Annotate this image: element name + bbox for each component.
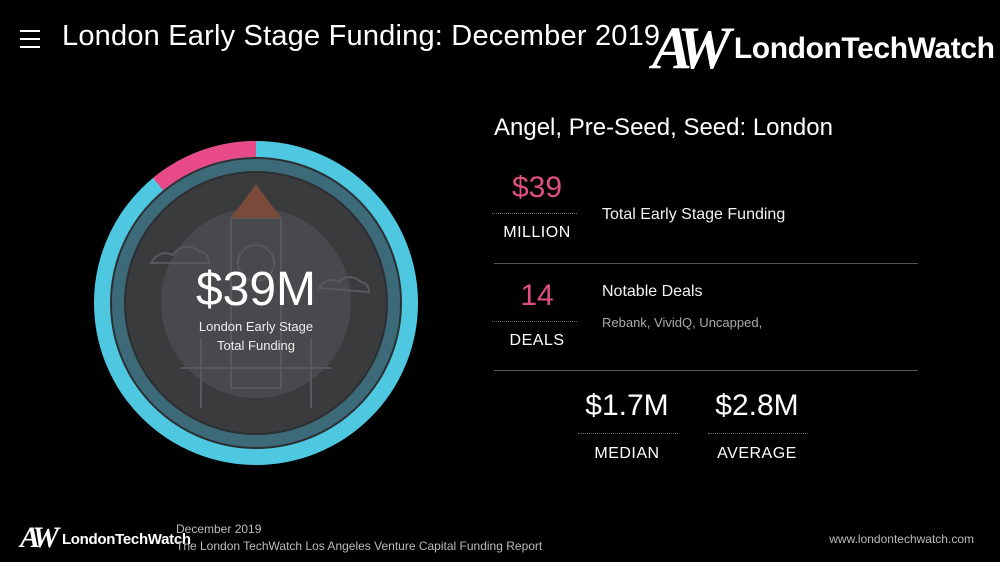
total-funding-value: $39: [511, 171, 563, 204]
donut-label-line2: Total Funding: [216, 338, 296, 353]
donut-ring-highlight: [94, 141, 418, 465]
donut-label-line1: London Early Stage: [198, 319, 314, 334]
average-value: $2.8M: [715, 389, 799, 422]
menu-icon[interactable]: [20, 30, 40, 48]
funding-donut: [94, 141, 418, 465]
footer-logo-mark: AW: [20, 521, 59, 554]
stats-rule-1: [494, 263, 918, 264]
stats-rule-2: [494, 370, 918, 371]
brand-logo[interactable]: AW LondonTechWatch: [652, 18, 995, 78]
brand-logo-name: LondonTechWatch: [733, 32, 995, 65]
footer-report-title: The London TechWatch Los Angeles Venture…: [176, 539, 543, 553]
median-divider: [578, 433, 678, 434]
total-funding-unit: MILLION: [503, 224, 571, 241]
average-unit: AVERAGE: [717, 445, 797, 462]
footer-date: December 2019: [176, 522, 262, 536]
median-unit: MEDIAN: [594, 445, 660, 462]
big-ben-roof: [231, 184, 281, 218]
donut-total-value: $39M: [195, 263, 317, 316]
median-value: $1.7M: [585, 389, 669, 422]
big-ben-backdrop: [161, 208, 351, 398]
footer-website-link[interactable]: www.londontechwatch.com: [829, 532, 974, 546]
average-divider: [708, 433, 808, 434]
page-title: London Early Stage Funding: December 201…: [62, 20, 661, 52]
deals-description: Notable Deals: [602, 283, 703, 300]
deals-companies: Rebank, VividQ, Uncapped,: [602, 315, 763, 330]
deals-count-value: 14: [520, 279, 554, 312]
footer-logo-name: LondonTechWatch: [61, 531, 191, 548]
total-funding-divider: [492, 213, 577, 214]
footer-logo[interactable]: AW LondonTechWatch: [20, 523, 191, 553]
brand-logo-mark: AW: [652, 15, 731, 81]
big-ben-illustration: [149, 217, 371, 408]
deals-unit: DEALS: [509, 332, 565, 349]
total-funding-description: Total Early Stage Funding: [602, 206, 786, 223]
donut-inner-ring: [112, 159, 400, 447]
deals-divider: [492, 321, 577, 322]
section-title: Angel, Pre-Seed, Seed: London: [494, 114, 833, 141]
